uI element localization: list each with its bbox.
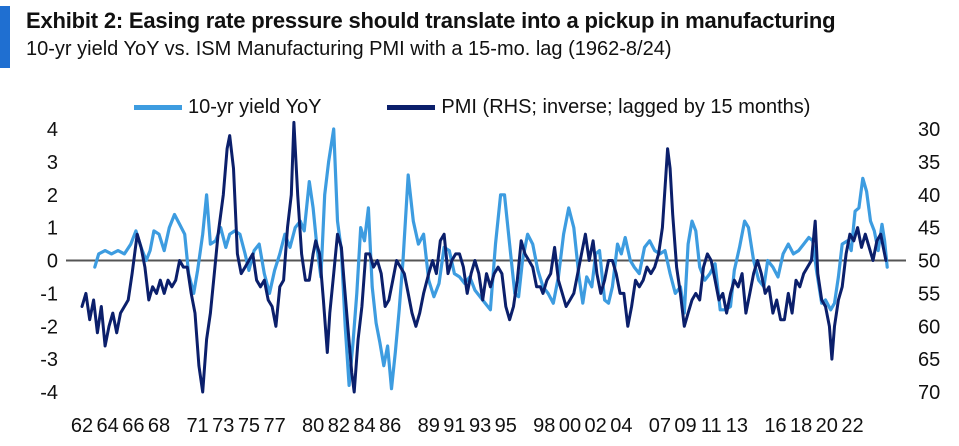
x-tick-label: 95 bbox=[495, 415, 517, 437]
y-right-tick-label: 35 bbox=[918, 152, 940, 174]
y-right-tick-label: 40 bbox=[918, 185, 940, 207]
x-tick-label: 82 bbox=[328, 415, 350, 437]
x-tick-label: 02 bbox=[585, 415, 607, 437]
x-tick-label: 71 bbox=[186, 415, 208, 437]
chart-title: Exhibit 2: Easing rate pressure should t… bbox=[26, 8, 836, 33]
x-tick-label: 91 bbox=[443, 415, 465, 437]
x-tick-label: 77 bbox=[263, 415, 285, 437]
left-y-axis: 4 3 2 1 0 -1 -2 -3 -4 bbox=[40, 119, 58, 404]
x-tick-label: 86 bbox=[379, 415, 401, 437]
x-tick-label: 68 bbox=[148, 415, 170, 437]
y-right-tick-label: 60 bbox=[918, 316, 940, 338]
y-right-tick-label: 30 bbox=[918, 119, 940, 141]
y-right-tick-label: 55 bbox=[918, 283, 940, 305]
x-tick-label: 98 bbox=[533, 415, 555, 437]
y-right-tick-label: 50 bbox=[918, 251, 940, 273]
legend-item-pmi: PMI (RHS; inverse; lagged by 15 months) bbox=[387, 96, 810, 119]
legend-item-yield: 10-yr yield YoY bbox=[134, 96, 321, 119]
x-tick-label: 62 bbox=[71, 415, 93, 437]
x-tick-label: 16 bbox=[764, 415, 786, 437]
series-line-yield bbox=[93, 127, 889, 391]
y-right-tick-label: 45 bbox=[918, 218, 940, 240]
x-tick-label: 11 bbox=[701, 415, 722, 437]
x-tick-label: 04 bbox=[610, 415, 632, 437]
right-y-axis: 30 35 40 45 50 55 60 65 70 bbox=[918, 119, 940, 404]
x-tick-label: 64 bbox=[97, 415, 119, 437]
legend-swatch-pmi bbox=[387, 105, 436, 110]
x-tick-label: 18 bbox=[790, 415, 812, 437]
chart-subtitle: 10-yr yield YoY vs. ISM Manufacturing PM… bbox=[26, 38, 672, 60]
legend-label-yield: 10-yr yield YoY bbox=[188, 96, 322, 118]
series-layer bbox=[80, 120, 889, 394]
x-tick-label: 75 bbox=[238, 415, 260, 437]
title-accent-bar bbox=[0, 6, 10, 68]
y-left-tick-label: 1 bbox=[47, 218, 58, 240]
y-right-tick-label: 65 bbox=[918, 349, 940, 371]
x-tick-label: 13 bbox=[726, 415, 748, 437]
y-left-tick-label: 0 bbox=[47, 251, 58, 273]
x-tick-label: 07 bbox=[649, 415, 671, 437]
x-tick-label: 93 bbox=[469, 415, 491, 437]
x-tick-label: 73 bbox=[212, 415, 234, 437]
legend-label-pmi: PMI (RHS; inverse; lagged by 15 months) bbox=[441, 96, 811, 118]
y-left-tick-label: -4 bbox=[40, 382, 58, 404]
y-left-tick-label: 2 bbox=[47, 185, 58, 207]
y-left-tick-label: -3 bbox=[40, 349, 58, 371]
x-tick-label: 84 bbox=[353, 415, 375, 437]
y-right-tick-label: 70 bbox=[918, 382, 940, 404]
x-tick-label: 22 bbox=[841, 415, 863, 437]
legend-swatch-yield bbox=[134, 105, 182, 110]
y-left-tick-label: 4 bbox=[47, 119, 58, 141]
x-tick-label: 00 bbox=[559, 415, 581, 437]
x-tick-label: 66 bbox=[122, 415, 144, 437]
x-tick-label: 20 bbox=[816, 415, 838, 437]
y-left-tick-label: 3 bbox=[47, 152, 58, 174]
x-axis: 62 64 66 68 71 73 75 77 80 82 84 86 89 91 93 95 98 00 02 04… bbox=[71, 415, 864, 437]
series-line-pmi bbox=[80, 120, 888, 394]
y-left-tick-label: -1 bbox=[40, 283, 58, 305]
x-tick-label: 09 bbox=[674, 415, 696, 437]
chart-legend: 10-yr yield YoY PMI (RHS; inverse; lagge… bbox=[134, 96, 876, 119]
x-tick-label: 80 bbox=[302, 415, 324, 437]
x-tick-label: 89 bbox=[418, 415, 440, 437]
y-left-tick-label: -2 bbox=[40, 316, 58, 338]
